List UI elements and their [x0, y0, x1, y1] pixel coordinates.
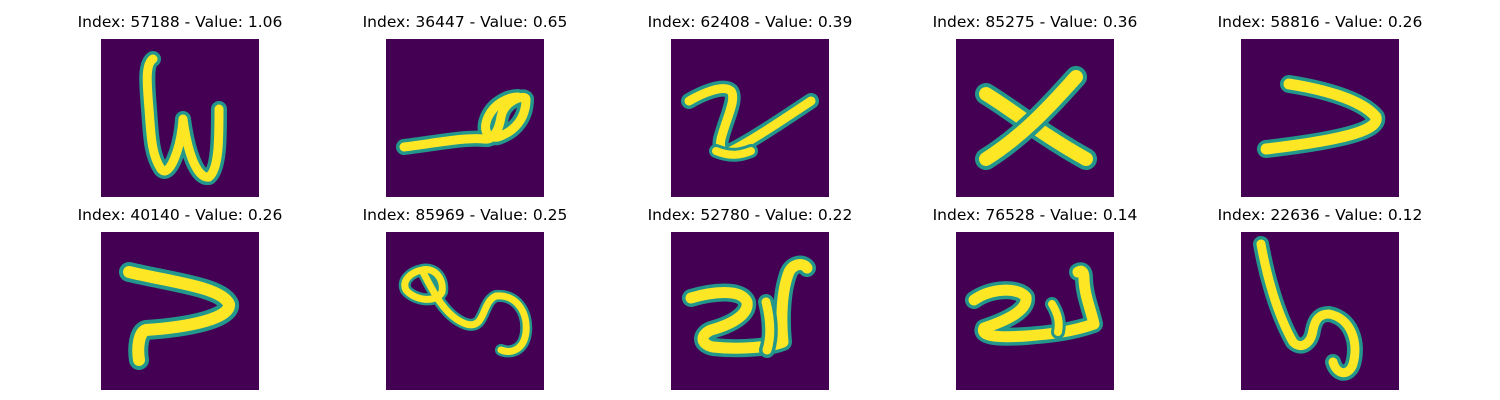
digit-image: [1241, 232, 1399, 390]
panel-title: Index: 76528 - Value: 0.14: [925, 205, 1145, 225]
panel-title: Index: 22636 - Value: 0.12: [1210, 205, 1430, 225]
digit-image: [956, 39, 1114, 197]
digit-image: [101, 39, 259, 197]
digit-image: [1241, 39, 1399, 197]
digit-image: [671, 39, 829, 197]
panel-title: Index: 40140 - Value: 0.26: [70, 205, 290, 225]
digit-image: [386, 232, 544, 390]
digit-image: [956, 232, 1114, 390]
panel-title: Index: 85969 - Value: 0.25: [355, 205, 575, 225]
digit-image: [671, 232, 829, 390]
panel-title: Index: 58816 - Value: 0.26: [1210, 12, 1430, 32]
panel-title: Index: 57188 - Value: 1.06: [70, 12, 290, 32]
digit-image: [386, 39, 544, 197]
panel-title: Index: 36447 - Value: 0.65: [355, 12, 575, 32]
digit-image: [101, 232, 259, 390]
panel-title: Index: 52780 - Value: 0.22: [640, 205, 860, 225]
panel-title: Index: 85275 - Value: 0.36: [925, 12, 1145, 32]
panel-title: Index: 62408 - Value: 0.39: [640, 12, 860, 32]
